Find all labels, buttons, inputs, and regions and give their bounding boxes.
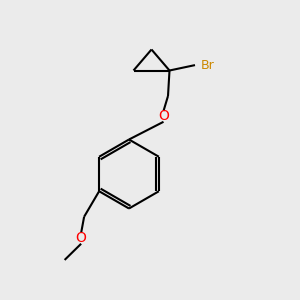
Text: O: O [76,231,87,245]
Text: O: O [158,110,169,123]
Text: Br: Br [200,58,214,72]
